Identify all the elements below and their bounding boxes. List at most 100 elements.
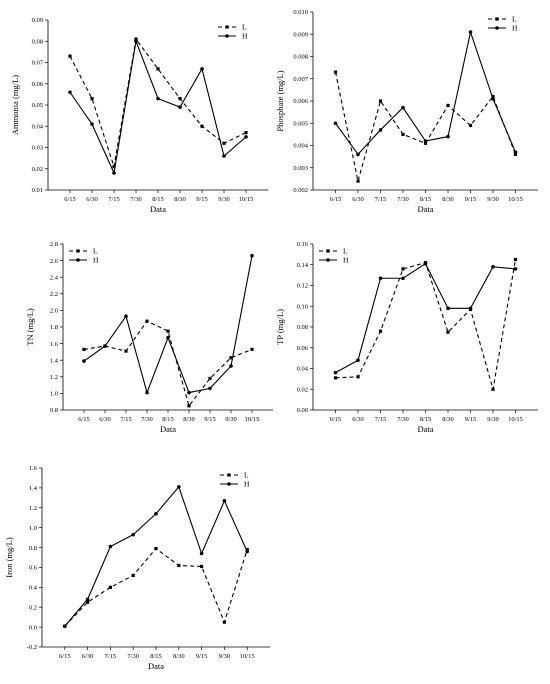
legend-marker-L [227,473,231,477]
x-tick-label: 10/15 [240,653,255,660]
data-point-L [491,94,495,99]
data-point-H [222,499,227,503]
x-tick-label: 7/30 [127,653,139,660]
phosphate-chart: 0.002 0.003 0.004 0.005 0.006 0.007 0.008 0.009… [275,9,538,214]
y-tick-label: 0.16 [297,241,309,248]
data-point-H [187,390,191,395]
y-tick-label: 1.0 [50,391,58,398]
data-point-H [333,121,338,126]
y-tick-label: 0.05 [32,102,43,109]
y-tick-label: 1.2 [29,505,37,512]
legend-label-H: H [512,24,518,33]
data-point-L [356,179,360,183]
data-point-H [177,485,181,489]
y-tick-label: 0.8 [29,545,37,552]
data-point-L [333,376,338,380]
x-tick-label: 6/15 [330,196,342,203]
x-axis-label: Data [160,424,176,434]
x-tick-label: 9/30 [219,653,231,660]
data-point-H [131,532,135,537]
y-tick-label: 1.0 [29,525,37,532]
data-point-L [134,37,138,41]
data-point-L [401,132,405,136]
data-point-L [112,165,116,169]
legend-label-L: L [512,15,517,24]
legend-label-H: H [93,256,99,265]
data-point-L [124,349,128,353]
legend-label-H: H [244,480,250,489]
data-point-H [491,265,495,269]
legend-marker-H [326,258,330,262]
data-point-H [208,386,212,391]
data-point-L [208,376,212,381]
y-tick-label: 0.008 [293,54,308,61]
data-point-H [423,261,428,266]
data-point-L [250,347,254,352]
y-tick-label: 1.2 [50,374,58,381]
data-point-L [177,563,181,568]
x-tick-label: 6/30 [99,416,111,423]
data-point-H [112,171,116,175]
x-tick-label: 9/15 [204,416,216,423]
y-tick-label: 0.12 [297,283,308,290]
y-tick-label: -0.2 [27,644,37,651]
series-line-L [335,259,517,390]
y-tick-label: 2.8 [50,241,58,248]
data-point-L [333,70,338,74]
y-tick-label: 1.6 [50,341,59,348]
x-tick-label: 8/15 [420,416,432,423]
data-point-H [103,344,107,348]
data-point-H [446,134,450,139]
x-tick-label: 8/30 [442,416,454,423]
x-tick-label: 8/15 [150,653,162,660]
y-tick-label: 1.4 [50,357,59,364]
data-point-L [378,329,383,333]
iron-chart: -0.2 0.0 0.2 0.4 0.6 0.8 1.0 1.2 1.4 1.6 6/15 6/30 7… [4,465,270,671]
data-point-H [513,267,518,271]
data-point-H [199,551,204,556]
y-tick-label: 0.003 [293,165,308,172]
y-tick-label: 0.02 [32,166,43,173]
data-point-L [187,404,191,408]
y-tick-label: 0.03 [32,145,43,152]
y-tick-label: 0.09 [32,17,43,24]
x-tick-label: 9/15 [196,653,208,660]
legend-label-L: L [343,247,348,256]
legend-marker-L [495,17,499,21]
series-line-H [335,262,516,374]
data-point-L [423,141,428,145]
y-tick-label: 2.4 [50,274,59,281]
x-tick-label: 8/15 [152,196,164,203]
data-point-L [244,131,248,135]
y-tick-label: 0.005 [293,120,308,127]
legend-marker-H [227,482,231,486]
data-point-L [200,124,204,128]
y-tick-label: 0.07 [32,60,44,67]
data-point-L [68,54,72,58]
y-tick-label: 0.4 [29,585,38,592]
data-point-H [468,30,473,34]
data-point-L [229,356,233,360]
data-point-H [63,624,67,628]
y-tick-label: 0.2 [29,604,37,611]
x-tick-label: 9/15 [465,416,477,423]
series-line-H [64,485,248,627]
data-point-H [401,105,405,110]
legend-label-L: L [244,471,249,480]
data-point-H [250,253,254,258]
data-point-H [378,276,383,281]
data-point-H [90,122,94,126]
y-tick-label: 0.004 [293,143,308,150]
data-point-H [446,306,450,311]
data-point-L [145,319,149,323]
x-tick-label: 10/15 [245,416,260,423]
tp-chart: 0.00 0.02 0.04 0.06 0.08 0.10 0.12 0.14 0.16 6/15… [275,241,538,434]
legend-marker-L [326,249,330,253]
y-tick-label: 0.8 [50,407,58,414]
x-tick-label: 7/15 [375,196,387,203]
data-point-L [154,546,158,551]
data-point-L [200,564,204,569]
data-point-L [131,573,135,577]
data-point-H [82,359,86,363]
